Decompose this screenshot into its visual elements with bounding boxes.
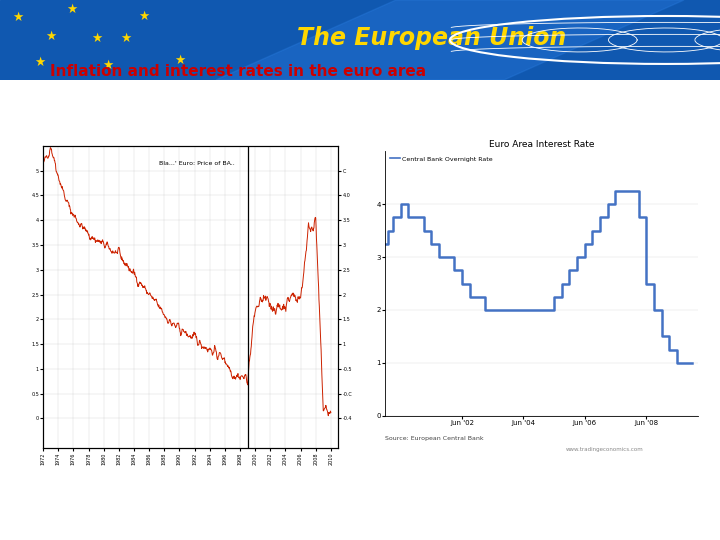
Legend: Central Bank Overnight Rate: Central Bank Overnight Rate (388, 154, 495, 164)
Text: ★: ★ (120, 32, 132, 45)
Text: ★: ★ (45, 30, 56, 43)
Text: Inflation and interest rates in the euro area: Inflation and interest rates in the euro… (50, 64, 426, 79)
Text: ★: ★ (138, 10, 150, 23)
Text: ★: ★ (174, 53, 186, 66)
Polygon shape (216, 0, 684, 80)
Title: Euro Area Interest Rate: Euro Area Interest Rate (489, 140, 595, 149)
Text: The European Union: The European Union (297, 26, 567, 50)
Text: ★: ★ (12, 11, 24, 24)
Text: ★: ★ (34, 56, 45, 69)
Text: ★: ★ (91, 32, 103, 45)
Text: Source: European Central Bank: Source: European Central Bank (385, 436, 484, 441)
Text: ★: ★ (66, 3, 78, 16)
Text: ★: ★ (102, 59, 114, 72)
Text: www.tradingeconomics.com: www.tradingeconomics.com (566, 447, 644, 452)
Text: Bla...' Euro: Price of BA..: Bla...' Euro: Price of BA.. (159, 161, 235, 166)
